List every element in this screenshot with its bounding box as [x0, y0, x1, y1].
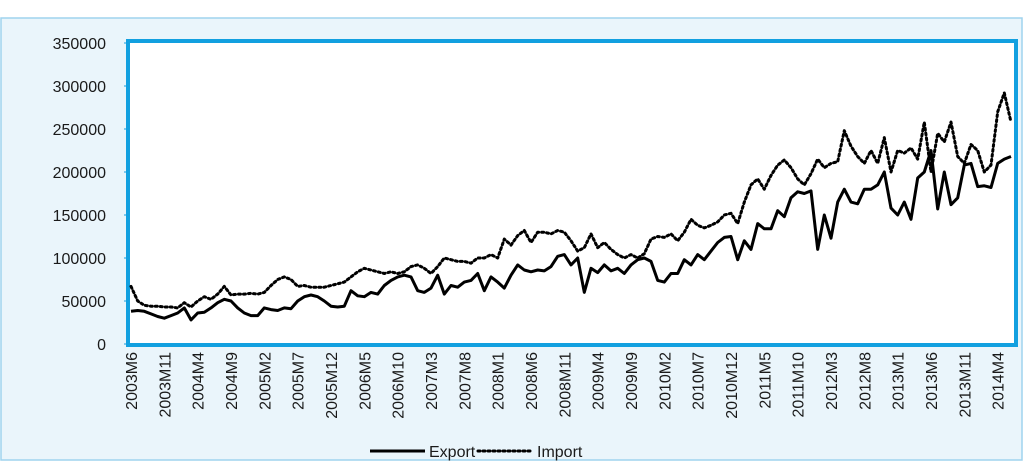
x-tick-label: 2011M5 — [757, 352, 774, 409]
x-tick-label: 2003M6 — [124, 352, 141, 410]
y-tick-label: 50000 — [62, 294, 107, 311]
y-tick-label: 250000 — [53, 122, 106, 139]
x-tick-label: 2010M12 — [724, 352, 741, 419]
x-tick-label: 2013M6 — [924, 352, 941, 410]
legend-label: Export — [429, 444, 476, 461]
x-tick-label: 2008M1 — [491, 352, 508, 410]
y-tick-label: 350000 — [53, 36, 106, 53]
x-tick-label: 2005M12 — [324, 352, 341, 419]
x-tick-label: 2004M4 — [191, 352, 208, 410]
x-tick-label: 2012M8 — [857, 352, 874, 410]
x-tick-label: 2004M9 — [224, 352, 241, 410]
x-tick-label: 2007M8 — [457, 352, 474, 410]
x-tick-label: 2003M11 — [157, 352, 174, 418]
x-tick-label: 2012M3 — [824, 352, 841, 410]
x-tick-label: 2010M7 — [691, 352, 708, 410]
series-line — [130, 149, 1012, 322]
x-tick-label: 2009M4 — [591, 352, 608, 410]
x-tick-label: 2014M4 — [991, 352, 1008, 410]
y-tick-label: 0 — [97, 337, 106, 354]
x-tick-label: 2006M10 — [391, 352, 408, 419]
x-tick-label: 2011M10 — [791, 352, 808, 418]
legend-label: Import — [537, 444, 583, 461]
x-tick-label: 2008M6 — [524, 352, 541, 410]
x-tick-label: 2007M3 — [424, 352, 441, 410]
x-tick-label: 2005M2 — [257, 352, 274, 410]
x-tick-label: 2013M1 — [891, 352, 908, 410]
x-tick-label: 2008M11 — [557, 352, 574, 418]
y-tick-label: 100000 — [53, 251, 106, 268]
y-tick-label: 200000 — [53, 165, 106, 182]
x-tick-label: 2005M7 — [291, 352, 308, 410]
y-tick-label: 150000 — [53, 208, 106, 225]
series-line — [129, 91, 1013, 310]
x-tick-label: 2013M11 — [957, 352, 974, 418]
x-tick-label: 2009M9 — [624, 352, 641, 410]
x-tick-label: 2006M5 — [357, 352, 374, 410]
plot-area — [126, 39, 1018, 347]
y-tick-label: 300000 — [53, 79, 106, 96]
x-tick-label: 2010M2 — [657, 352, 674, 410]
